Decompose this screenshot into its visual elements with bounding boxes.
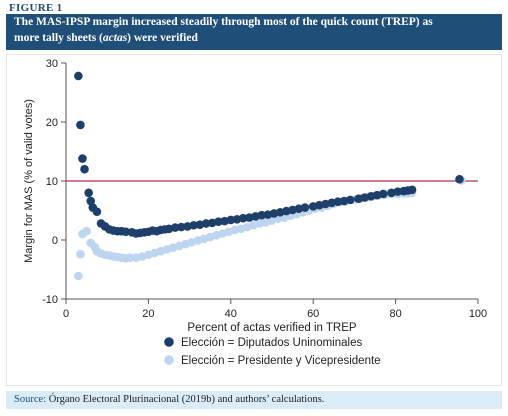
source-note: Source: Órgano Electoral Plurinacional (…: [14, 394, 324, 405]
point-diputados: [345, 195, 355, 205]
point-diputados: [76, 120, 85, 130]
x-tick-label: 80: [389, 308, 401, 320]
legend-marker: [164, 355, 174, 365]
point-diputados: [177, 222, 186, 232]
plot-area: -10 0 10 20 30 0 20 40 60 80 100 Percent of actas v…: [6, 54, 502, 386]
point-diputados: [201, 219, 211, 228]
y-tick-label: 20: [46, 117, 58, 129]
y-tick-label: 30: [46, 58, 58, 70]
title-band: The MAS-IPSP margin increased steadily t…: [6, 14, 502, 50]
figure-title-line2: more tally sheets (actas) were verified: [14, 32, 198, 44]
x-axis-title: Percent of actas verified in TREP: [187, 322, 356, 334]
point-diputados: [333, 197, 343, 206]
source-text: Órgano Electoral Plurinacional (2019b) a…: [46, 394, 325, 405]
point-diputados: [393, 187, 402, 196]
point-presidente: [74, 271, 83, 281]
y-axis-title: Margin for MAS (% of valid votes): [23, 99, 35, 263]
title-line2-italic: actas: [102, 32, 128, 44]
point-diputados: [170, 223, 180, 232]
x-tick-label: 0: [63, 308, 69, 320]
point-diputados: [121, 227, 131, 237]
point-diputados: [455, 174, 464, 184]
title-line2-post: ) were verified: [127, 32, 198, 44]
scatter-chart: -10 0 10 20 30 0 20 40 60 80 100 Percent of actas v…: [23, 58, 487, 367]
point-diputados: [80, 164, 89, 174]
source-band: Source: Órgano Electoral Plurinacional (…: [6, 391, 502, 409]
x-tick-label: 100: [469, 308, 487, 320]
legend-label: Elección = Diputados Uninominales: [181, 337, 362, 349]
point-diputados: [74, 71, 83, 81]
x-tick-label: 40: [225, 308, 237, 320]
point-presidente: [82, 226, 91, 236]
x-tick-label: 60: [307, 308, 319, 320]
point-diputados: [300, 203, 310, 212]
point-diputados: [84, 188, 93, 198]
point-diputados: [226, 215, 236, 225]
point-diputados: [189, 220, 199, 230]
y-tick-label: 10: [46, 176, 58, 188]
point-diputados: [407, 185, 417, 195]
title-line2-pre: more tally sheets (: [14, 32, 103, 44]
point-diputados: [238, 213, 248, 223]
legend-label: Elección = Presidente y Vicepresidente: [181, 355, 381, 367]
y-tick-label: -10: [42, 294, 58, 306]
point-presidente: [76, 249, 85, 259]
point-diputados: [86, 196, 96, 206]
point-diputados: [378, 189, 388, 199]
point-diputados: [92, 207, 102, 216]
y-tick-label: 0: [52, 235, 58, 247]
point-diputados: [78, 154, 87, 163]
x-tick-label: 20: [142, 308, 154, 320]
point-presidente: [125, 253, 135, 262]
point-diputados: [214, 217, 223, 227]
legend-marker: [164, 337, 174, 347]
source-key: Source:: [14, 394, 47, 405]
figure-title-line1: The MAS-IPSP margin increased steadily t…: [14, 16, 433, 28]
point-diputados: [257, 210, 266, 220]
figure-label: FIGURE 1: [9, 2, 63, 14]
